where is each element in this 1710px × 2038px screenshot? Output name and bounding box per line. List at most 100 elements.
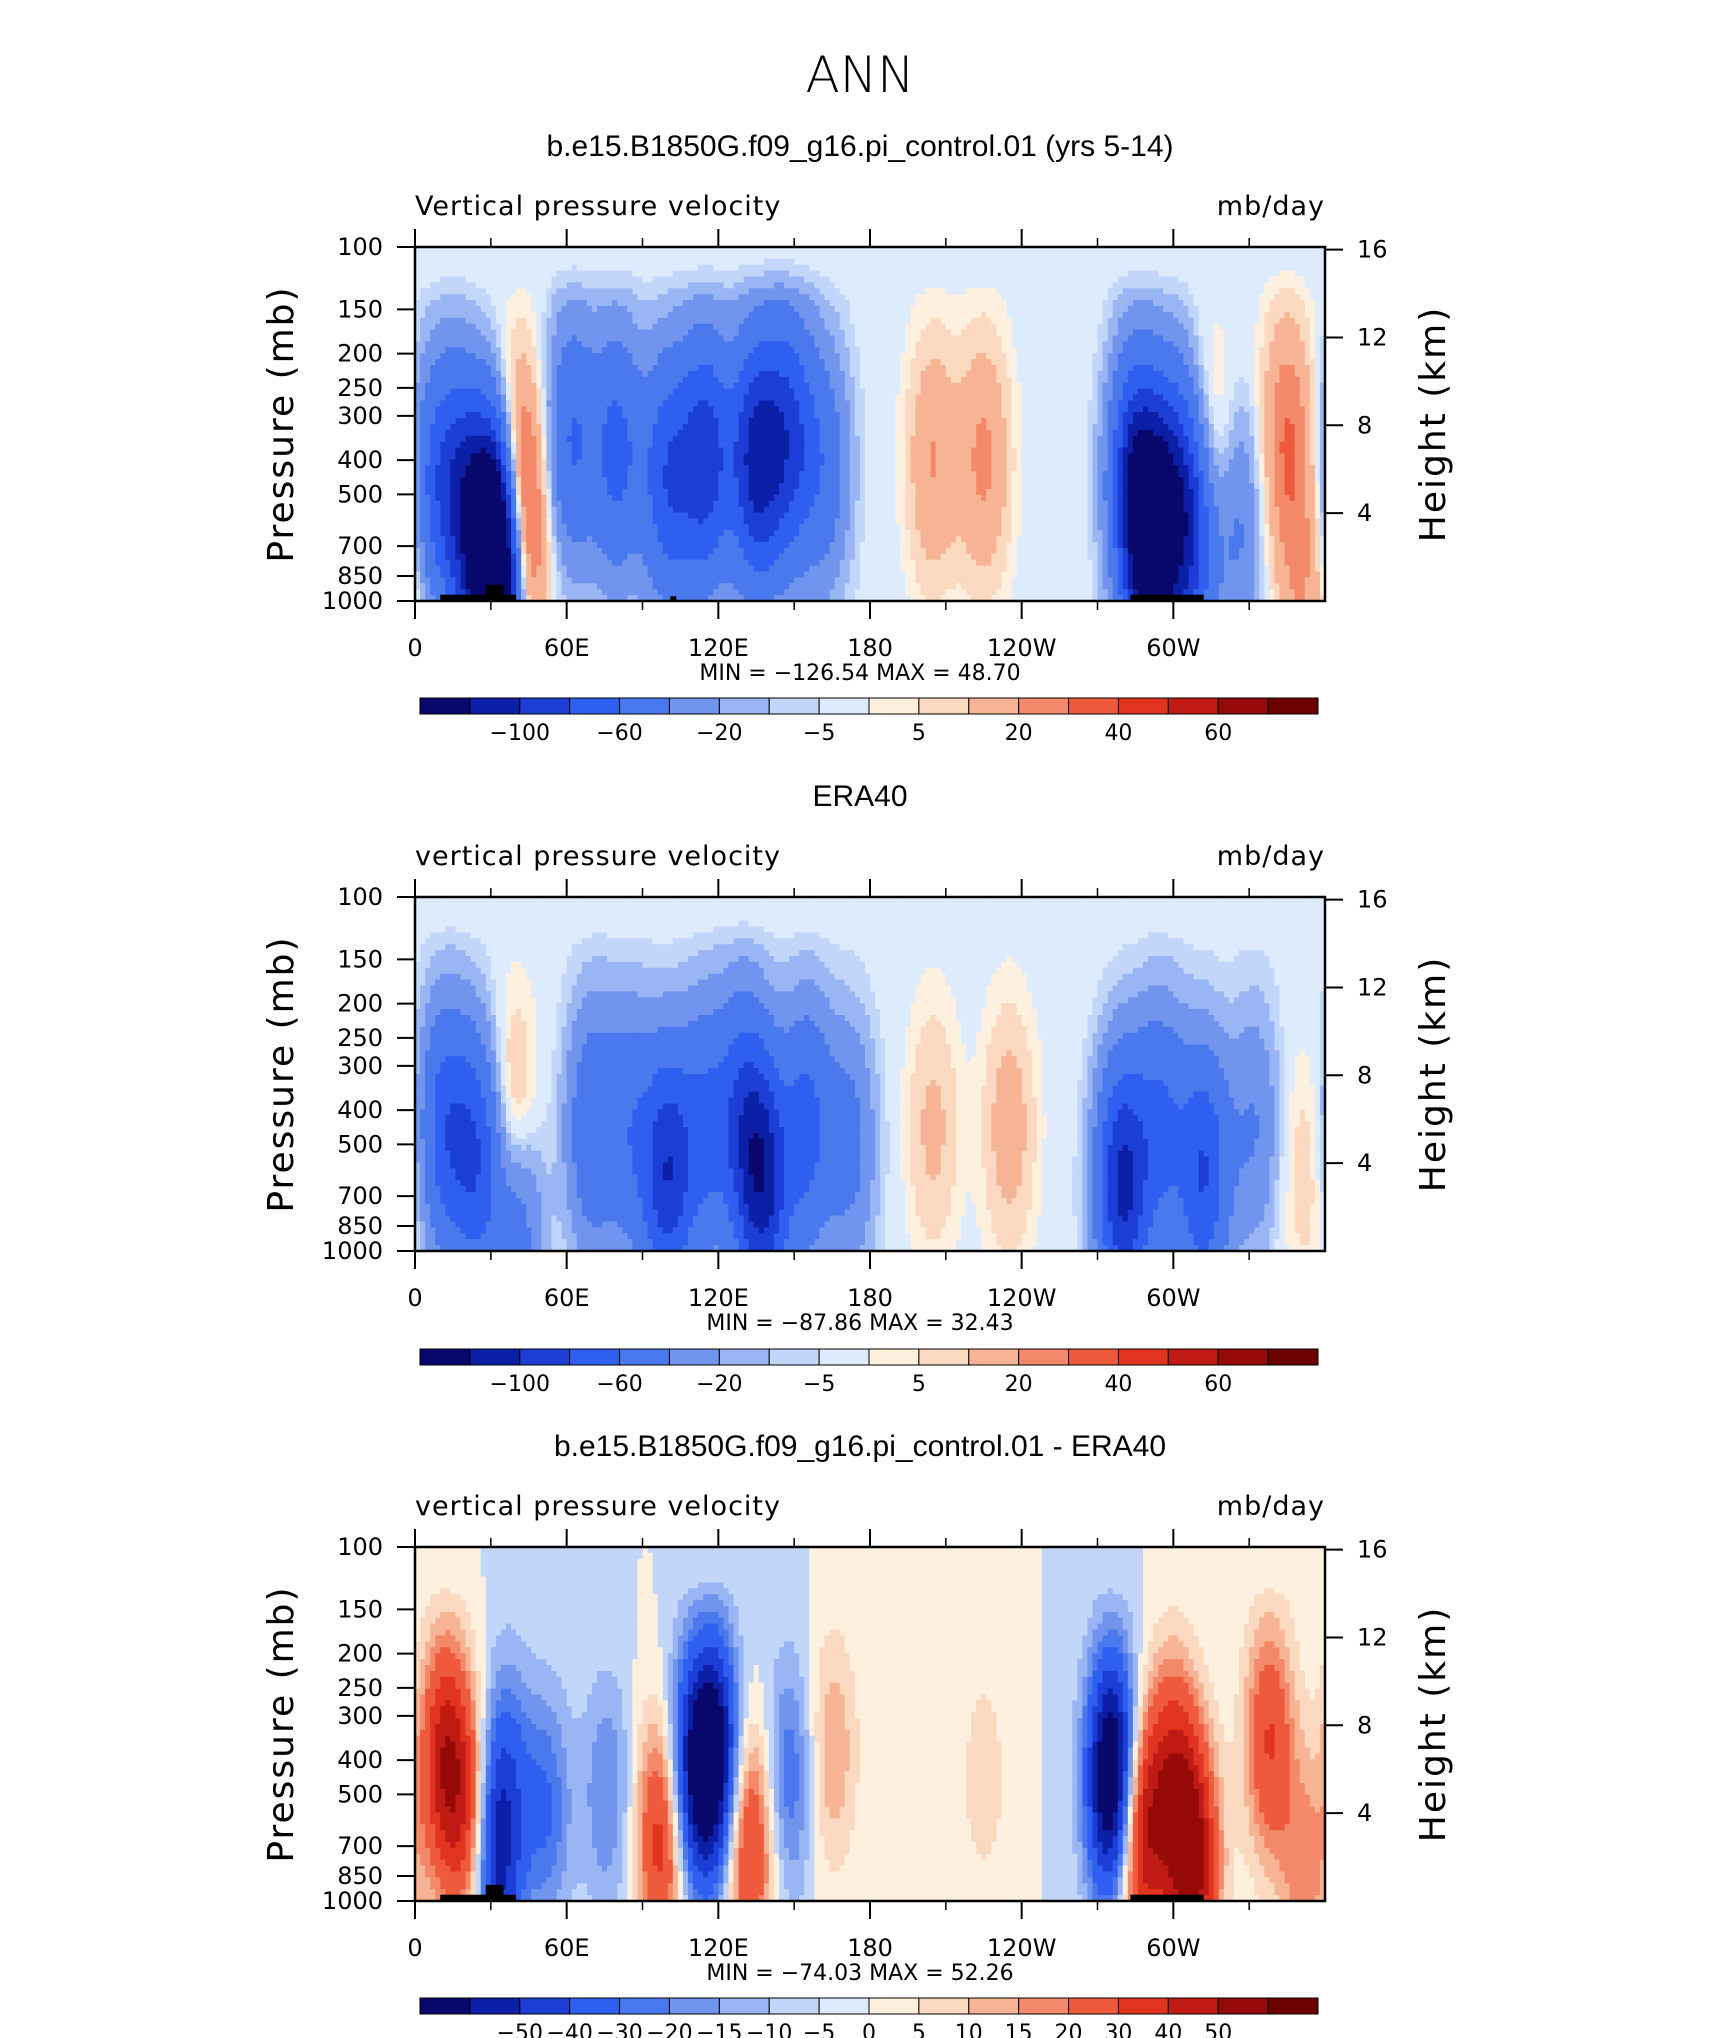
panel-title: b.e15.B1850G.f09_g16.pi_control.01 (yrs … xyxy=(546,130,1173,163)
y-right-tick-label: 8 xyxy=(1357,1061,1372,1089)
y-tick-label: 500 xyxy=(337,480,383,508)
colorbar-swatch xyxy=(668,1348,720,1366)
colorbar-label: 5 xyxy=(912,721,926,746)
colorbar-label: 20 xyxy=(1055,2021,1083,2038)
y-tick-label: 200 xyxy=(337,340,383,368)
colorbar-swatch xyxy=(1117,697,1169,715)
colorbar-label: 40 xyxy=(1104,1372,1132,1397)
x-tick-label: 60W xyxy=(1146,1284,1200,1312)
y-tick-label: 250 xyxy=(337,1024,383,1052)
colorbar-swatch xyxy=(1217,1348,1269,1366)
y-tick-label: 100 xyxy=(337,1533,383,1561)
colorbar-label: −10 xyxy=(746,2021,792,2038)
y-tick-label: 150 xyxy=(337,945,383,973)
x-tick-label: 60W xyxy=(1146,1934,1200,1962)
y-tick-label: 150 xyxy=(337,1595,383,1623)
y-tick-label: 700 xyxy=(337,1832,383,1860)
right-string: mb/day xyxy=(1217,841,1325,872)
colorbar-swatch xyxy=(1267,697,1319,715)
colorbar-label: −5 xyxy=(803,1372,835,1397)
x-tick-label: 120E xyxy=(688,634,749,662)
y-right-axis-title: Height (km) xyxy=(1413,1606,1454,1842)
colorbar-swatch xyxy=(419,1348,471,1366)
colorbar: −100 −60 −20 −5 5 20 40 60 xyxy=(419,697,1319,746)
colorbar-swatch xyxy=(1117,1348,1169,1366)
min-max-text: MIN = −74.03 MAX = 52.26 xyxy=(706,1961,1013,1986)
min-max-text: MIN = −87.86 MAX = 32.43 xyxy=(706,1311,1013,1336)
colorbar-label: 60 xyxy=(1204,721,1232,746)
y-tick-label: 1000 xyxy=(322,1237,383,1265)
min-max-text: MIN = −126.54 MAX = 48.70 xyxy=(699,661,1020,686)
x-tick-label: 180 xyxy=(847,1284,893,1312)
colorbar-label: 40 xyxy=(1154,2021,1182,2038)
x-tick-label: 60E xyxy=(544,1284,590,1312)
y-tick-label: 100 xyxy=(337,883,383,911)
y-tick-label: 1000 xyxy=(322,587,383,615)
colorbar-label: −60 xyxy=(596,721,642,746)
y-tick-label: 400 xyxy=(337,1746,383,1774)
colorbar-swatch xyxy=(768,1997,820,2015)
x-tick-label: 120W xyxy=(987,634,1057,662)
y-tick-label: 400 xyxy=(337,446,383,474)
colorbar-label: −60 xyxy=(596,1372,642,1397)
y-right-tick-label: 12 xyxy=(1357,1623,1388,1651)
y-tick-label: 300 xyxy=(337,1052,383,1080)
colorbar-label: −20 xyxy=(646,2021,692,2038)
colorbar-swatch xyxy=(968,697,1020,715)
colorbar-label: 0 xyxy=(862,2021,876,2038)
colorbar-label: −100 xyxy=(490,1372,550,1397)
panel-title: b.e15.B1850G.f09_g16.pi_control.01 - ERA… xyxy=(554,1430,1166,1463)
colorbar-swatch xyxy=(1167,1348,1219,1366)
colorbar-swatch xyxy=(1018,1348,1070,1366)
y-right-tick-label: 16 xyxy=(1357,1536,1388,1564)
colorbar-label: 50 xyxy=(1204,2021,1232,2038)
colorbar-swatch xyxy=(918,1997,970,2015)
colorbar-label: 30 xyxy=(1104,2021,1132,2038)
right-string: mb/day xyxy=(1217,191,1325,222)
y-axis-title: Pressure (mb) xyxy=(261,935,302,1212)
colorbar-swatch xyxy=(968,1997,1020,2015)
chart-panel-3: b.e15.B1850G.f09_g16.pi_control.01 - ERA… xyxy=(261,1430,1454,2038)
panel-title: ERA40 xyxy=(812,780,907,813)
y-right-tick-label: 8 xyxy=(1357,1711,1372,1739)
colorbar-swatch xyxy=(1018,1997,1070,2015)
y-tick-label: 200 xyxy=(337,1640,383,1668)
y-right-tick-label: 12 xyxy=(1357,323,1388,351)
colorbar-swatch xyxy=(718,1348,770,1366)
y-right-tick-label: 4 xyxy=(1357,499,1372,527)
colorbar-swatch xyxy=(818,1997,870,2015)
y-tick-label: 500 xyxy=(337,1130,383,1158)
colorbar-swatch xyxy=(619,1348,670,1366)
y-tick-label: 200 xyxy=(337,990,383,1018)
colorbar-label: 60 xyxy=(1204,1372,1232,1397)
y-right-axis-title: Height (km) xyxy=(1413,306,1454,542)
colorbar-label: 20 xyxy=(1005,721,1033,746)
colorbar-label: 10 xyxy=(955,2021,983,2038)
colorbar-swatch xyxy=(569,697,621,715)
colorbar-swatch xyxy=(718,697,770,715)
colorbar-label: −40 xyxy=(546,2021,592,2038)
left-string: vertical pressure velocity xyxy=(415,841,781,872)
colorbar-swatch xyxy=(1167,697,1219,715)
colorbar-label: 5 xyxy=(912,2021,926,2038)
chart-panel-2: ERA40 vertical pressure velocity mb/day 0 60… xyxy=(261,780,1454,1397)
y-tick-label: 850 xyxy=(337,562,383,590)
y-right-tick-label: 16 xyxy=(1357,236,1388,264)
colorbar-swatch xyxy=(569,1348,621,1366)
colorbar-label: −20 xyxy=(696,1372,742,1397)
colorbar-swatch xyxy=(419,697,471,715)
colorbar-swatch xyxy=(519,1997,571,2015)
contour-field xyxy=(415,897,1325,1251)
y-tick-label: 100 xyxy=(337,233,383,261)
colorbar-label: −20 xyxy=(696,721,742,746)
colorbar-swatch xyxy=(1267,1997,1319,2015)
x-tick-label: 60W xyxy=(1146,634,1200,662)
colorbar-swatch xyxy=(668,697,720,715)
colorbar-swatch xyxy=(469,697,521,715)
y-tick-label: 150 xyxy=(337,295,383,323)
y-tick-label: 850 xyxy=(337,1862,383,1890)
y-right-tick-label: 12 xyxy=(1357,973,1388,1001)
y-tick-label: 300 xyxy=(337,402,383,430)
colorbar-swatch xyxy=(519,1348,571,1366)
